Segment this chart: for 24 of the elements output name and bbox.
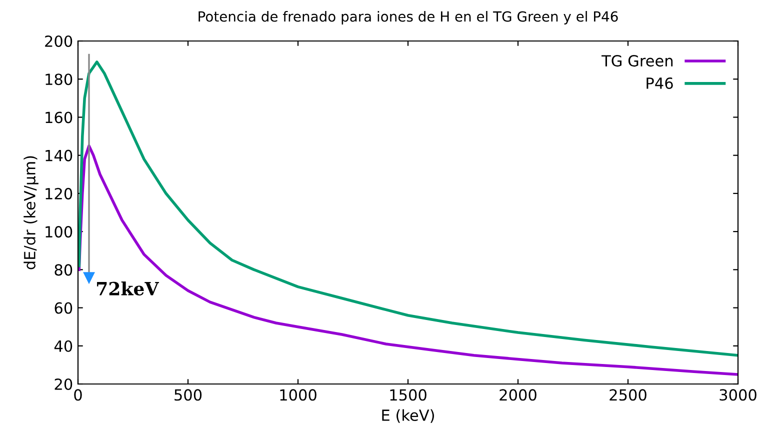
- line-series: [78, 144, 738, 376]
- x-tick-label: 0: [74, 389, 82, 401]
- y-tick-label: 120: [46, 188, 72, 200]
- legend-label: P46: [646, 77, 673, 89]
- ref-line-label: 72keV: [97, 281, 159, 296]
- x-tick-label: 3000: [720, 389, 756, 401]
- y-tick-label: 40: [54, 340, 72, 352]
- x-tick-label: 2500: [610, 389, 646, 401]
- x-tick-label: 1500: [390, 389, 426, 401]
- x-tick-label: 1000: [280, 389, 316, 401]
- y-tick-label: 100: [46, 226, 72, 238]
- x-tick-label: 500: [174, 389, 202, 401]
- y-tick-label: 80: [54, 264, 72, 276]
- x-axis-title: E (keV): [382, 409, 434, 423]
- y-tick-label: 60: [54, 302, 72, 314]
- legend-label: TG Green: [602, 55, 673, 67]
- x-tick-label: 2000: [500, 389, 536, 401]
- y-tick-label: 140: [46, 150, 72, 162]
- y-tick-label: 20: [54, 378, 72, 390]
- y-tick-label: 160: [46, 112, 72, 124]
- y-tick-label: 200: [45, 35, 72, 48]
- chart-title: Potencia de frenado para iones de H en el TG Green y el P46: [198, 11, 618, 24]
- y-axis-title: dE/dr (keV/μm): [24, 156, 38, 270]
- y-tick-label: 180: [46, 74, 72, 86]
